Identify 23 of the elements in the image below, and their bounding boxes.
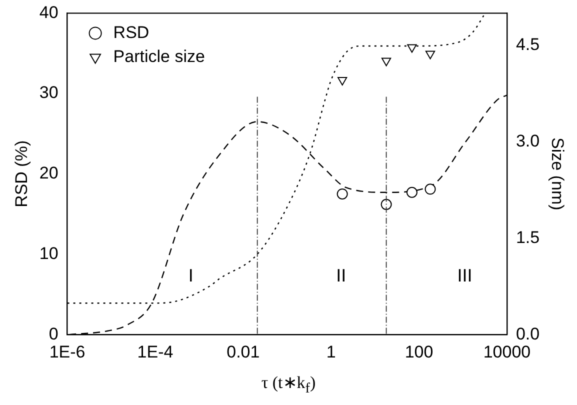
y-axis-title: RSD (%) <box>12 140 31 208</box>
annotation: II <box>336 266 346 286</box>
y-tick-label: 20 <box>39 164 58 183</box>
y2-tick-label: 1.5 <box>516 228 540 247</box>
annotation: III <box>457 266 472 286</box>
y2-tick-label: 3.0 <box>516 131 540 150</box>
annotation: I <box>188 266 194 286</box>
y2-tick-label: 0.0 <box>516 324 540 344</box>
x-tick-label: 100 <box>404 342 434 362</box>
y-tick-label: 0 <box>48 324 58 344</box>
y-tick-label: 40 <box>39 2 58 22</box>
x-axis-title: τ (t∗k$_{f}$) <box>260 372 317 398</box>
y2-axis-title: Size (nm) <box>548 138 568 210</box>
x-tick-label: 1E-6 <box>49 342 86 362</box>
y-tick-label: 10 <box>39 244 58 263</box>
x-tick-label: 1E-4 <box>137 342 174 362</box>
x-tick-label: 10000 <box>483 342 531 362</box>
legend-label: Particle size <box>113 46 205 66</box>
y-tick-label: 30 <box>39 83 58 102</box>
legend-label: RSD <box>113 22 150 42</box>
x-tick-label: 1 <box>326 342 336 362</box>
y2-tick-label: 4.5 <box>516 35 540 54</box>
x-tick-label: 0.01 <box>226 342 260 362</box>
